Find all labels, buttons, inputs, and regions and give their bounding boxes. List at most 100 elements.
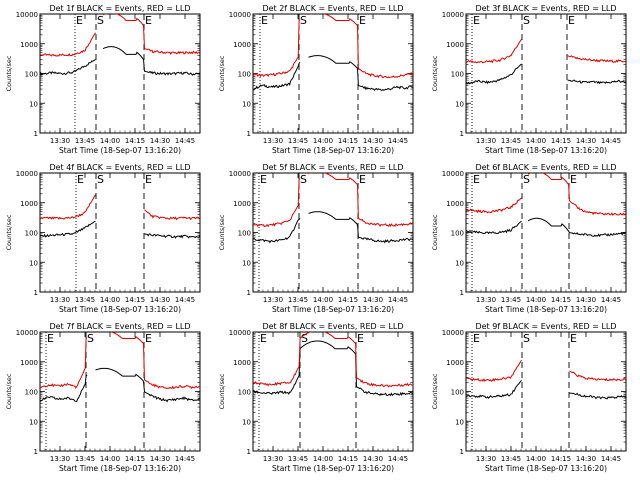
x-tick-label: 13:30	[50, 137, 70, 145]
y-axis-label: Counts/sec	[5, 55, 13, 91]
y-tick-label: 1	[34, 289, 38, 297]
x-tick-label: 13:45	[75, 455, 95, 463]
x-tick-label: 14:15	[551, 455, 571, 463]
marker-label: E	[145, 14, 152, 27]
chart-title: Det 1f BLACK = Events, RED = LLD	[49, 4, 190, 13]
x-tick-label: 14:45	[601, 455, 621, 463]
chart-title: Det 3f BLACK = Events, RED = LLD	[475, 4, 616, 13]
y-tick-label: 1	[247, 289, 251, 297]
marker-label: E	[570, 332, 577, 345]
chart-panel-5: Det 5f BLACK = Events, RED = LLD 1 10 100 10…	[218, 163, 414, 314]
marker-label: E	[76, 14, 83, 27]
chart-panel-8: Det 8f BLACK = Events, RED = LLD 1 10 100 10…	[218, 322, 414, 473]
marker-label: S	[523, 14, 530, 27]
chart-panel-1: Det 1f BLACK = Events, RED = LLD 1 10 100 10…	[5, 4, 201, 155]
x-tick-label: 13:30	[263, 296, 283, 304]
x-tick-label: 13:45	[75, 296, 95, 304]
chart-title: Det 8f BLACK = Events, RED = LLD	[262, 322, 403, 331]
series-group	[253, 14, 413, 91]
y-tick-label: 10	[29, 100, 38, 108]
x-tick-label: 13:45	[288, 455, 308, 463]
x-tick-label: 13:30	[50, 455, 70, 463]
x-tick-label: 13:45	[501, 296, 521, 304]
x-tick-label: 14:15	[551, 137, 571, 145]
x-tick-label: 13:30	[476, 137, 496, 145]
x-tick-label: 14:00	[526, 455, 546, 463]
y-axis-label: Counts/sec	[218, 214, 226, 250]
x-tick-label: 13:30	[476, 455, 496, 463]
x-axis-label: Start Time (18-Sep-07 13:16:20)	[272, 464, 394, 473]
marker-label: E	[261, 14, 268, 27]
x-tick-label: 14:15	[338, 137, 358, 145]
marker-label: E	[260, 173, 267, 186]
y-axis-label: Counts/sec	[431, 55, 439, 91]
x-tick-label: 14:45	[388, 296, 408, 304]
x-tick-label: 14:45	[388, 137, 408, 145]
y-tick-label: 10	[455, 418, 464, 426]
series-line-lld	[253, 14, 413, 79]
x-axis-label: Start Time (18-Sep-07 13:16:20)	[272, 146, 394, 155]
x-tick-label: 14:30	[150, 455, 170, 463]
series-line-lld	[253, 332, 413, 388]
y-tick-label: 1000	[233, 200, 251, 208]
x-tick-label: 14:15	[125, 137, 145, 145]
series-group	[253, 173, 413, 244]
series-line-events	[253, 340, 413, 397]
series-line-lld	[40, 194, 200, 221]
plot-frame	[39, 331, 201, 452]
y-tick-label: 10000	[16, 11, 38, 19]
series-group	[40, 194, 200, 239]
x-tick-label: 13:30	[50, 296, 70, 304]
series-group	[253, 332, 413, 397]
series-line-events	[253, 55, 413, 91]
x-tick-label: 14:15	[338, 296, 358, 304]
chart-title: Det 5f BLACK = Events, RED = LLD	[262, 163, 403, 172]
series-line-lld	[253, 173, 413, 228]
x-tick-label: 13:45	[75, 137, 95, 145]
y-tick-label: 100	[238, 71, 251, 79]
marker-label: E	[359, 14, 366, 27]
series-group	[466, 173, 626, 238]
x-tick-label: 14:30	[150, 137, 170, 145]
y-tick-label: 1000	[20, 41, 38, 49]
plot-frame	[465, 13, 627, 134]
y-tick-label: 1	[460, 289, 464, 297]
series-line-events	[466, 63, 626, 85]
x-tick-label: 14:30	[576, 296, 596, 304]
x-tick-label: 14:15	[125, 296, 145, 304]
chart-title: Det 7f BLACK = Events, RED = LLD	[49, 322, 190, 331]
x-tick-label: 14:00	[100, 455, 120, 463]
y-tick-label: 10000	[16, 170, 38, 178]
x-tick-label: 14:00	[313, 455, 333, 463]
chart-panel-4: Det 4f BLACK = Events, RED = LLD 1 10 100 10…	[5, 163, 201, 314]
plot-frame	[252, 172, 414, 293]
x-tick-label: 14:45	[175, 137, 195, 145]
y-axis-label: Counts/sec	[431, 214, 439, 250]
series-group	[40, 332, 200, 403]
y-tick-label: 100	[238, 230, 251, 238]
y-tick-label: 10000	[229, 170, 251, 178]
x-tick-label: 14:30	[363, 137, 383, 145]
x-tick-label: 13:45	[288, 296, 308, 304]
x-tick-label: 14:00	[526, 296, 546, 304]
y-tick-label: 10000	[442, 11, 464, 19]
plot-frame	[252, 331, 414, 452]
marker-label: E	[145, 173, 152, 186]
chart-title: Det 2f BLACK = Events, RED = LLD	[262, 4, 403, 13]
series-line-events	[40, 367, 200, 403]
y-tick-label: 10000	[442, 329, 464, 337]
series-group	[40, 14, 200, 76]
y-tick-label: 10	[242, 100, 251, 108]
x-tick-label: 14:30	[576, 455, 596, 463]
chart-title: Det 4f BLACK = Events, RED = LLD	[49, 163, 190, 172]
x-axis-label: Start Time (18-Sep-07 13:16:20)	[272, 305, 394, 314]
marker-label: E	[473, 173, 480, 186]
y-tick-label: 10000	[229, 329, 251, 337]
y-axis-label: Counts/sec	[431, 373, 439, 409]
y-tick-label: 10	[242, 418, 251, 426]
y-tick-label: 10000	[442, 170, 464, 178]
marker-label: S	[87, 332, 94, 345]
x-axis-label: Start Time (18-Sep-07 13:16:20)	[485, 305, 607, 314]
x-tick-label: 14:45	[601, 137, 621, 145]
